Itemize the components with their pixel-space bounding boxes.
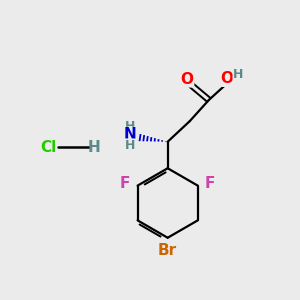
Text: F: F bbox=[120, 176, 130, 191]
Text: H: H bbox=[125, 120, 135, 133]
Text: F: F bbox=[205, 176, 215, 191]
Text: O: O bbox=[220, 71, 233, 86]
Text: H: H bbox=[233, 68, 244, 80]
Text: O: O bbox=[181, 72, 194, 87]
Text: Cl: Cl bbox=[40, 140, 56, 154]
Text: H: H bbox=[125, 139, 135, 152]
Text: H: H bbox=[88, 140, 100, 154]
Text: N: N bbox=[124, 128, 136, 142]
Text: Br: Br bbox=[158, 243, 177, 258]
